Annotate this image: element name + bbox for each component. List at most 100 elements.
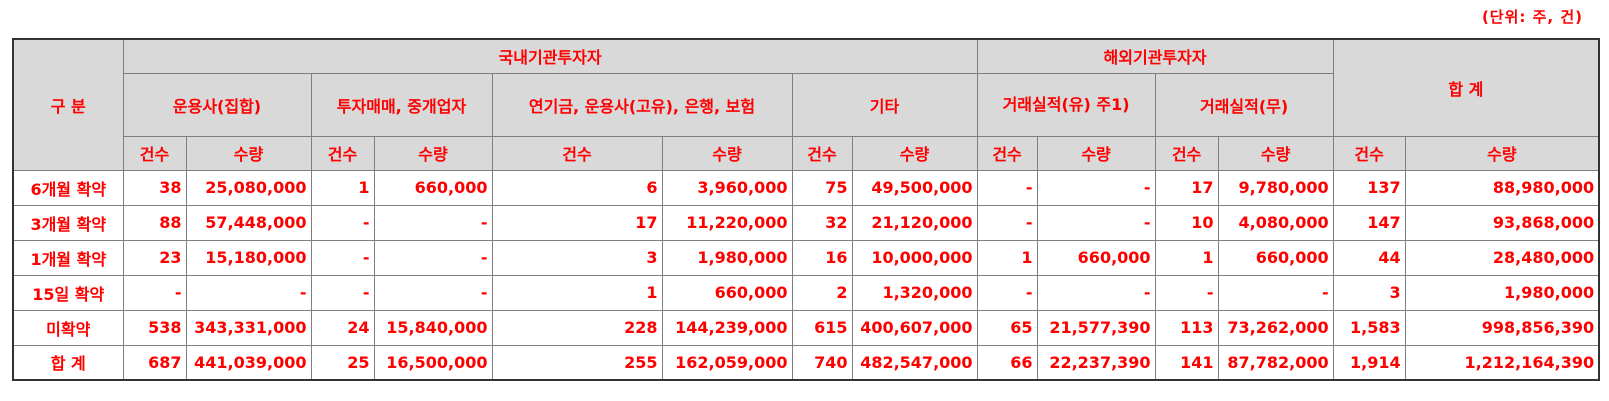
count-cell: - bbox=[976, 274, 1038, 311]
header-quantity: 수량 bbox=[1217, 135, 1334, 171]
table-row: 미확약 538 343,331,000 24 15,840,000 228 144,239,… bbox=[12, 309, 1600, 346]
count-cell: 615 bbox=[791, 309, 853, 346]
header-quantity: 수량 bbox=[1036, 135, 1156, 171]
quantity-cell: - bbox=[1036, 204, 1156, 241]
row-label: 3개월 확약 bbox=[12, 204, 124, 241]
quantity-cell: 93,868,000 bbox=[1404, 204, 1600, 241]
quantity-cell: 1,320,000 bbox=[851, 274, 978, 311]
header-trade-record-yes: 거래실적(유) 주1) bbox=[976, 72, 1156, 137]
quantity-cell: 1,980,000 bbox=[661, 239, 793, 276]
header-count: 건수 bbox=[1154, 135, 1219, 171]
quantity-cell: - bbox=[373, 274, 493, 311]
quantity-cell: 144,239,000 bbox=[661, 309, 793, 346]
header-domestic: 국내기관투자자 bbox=[122, 38, 978, 74]
header-quantity: 수량 bbox=[1404, 135, 1600, 171]
quantity-cell: - bbox=[185, 274, 312, 311]
count-cell: 65 bbox=[976, 309, 1038, 346]
count-cell: 1 bbox=[491, 274, 663, 311]
count-cell: 32 bbox=[791, 204, 853, 241]
count-cell: 3 bbox=[491, 239, 663, 276]
quantity-cell: - bbox=[1217, 274, 1334, 311]
header-row-1: 구 분 국내기관투자자 해외기관투자자 합 계 bbox=[12, 38, 1600, 171]
count-cell: 17 bbox=[491, 204, 663, 241]
header-quantity: 수량 bbox=[661, 135, 793, 171]
count-cell: 25 bbox=[310, 344, 375, 381]
quantity-cell: 73,262,000 bbox=[1217, 309, 1334, 346]
header-trade-record-no: 거래실적(무) bbox=[1154, 72, 1334, 137]
quantity-cell: 11,220,000 bbox=[661, 204, 793, 241]
header-quantity: 수량 bbox=[185, 135, 312, 171]
count-cell: 1,914 bbox=[1332, 344, 1406, 381]
quantity-cell: 660,000 bbox=[1217, 239, 1334, 276]
count-cell: - bbox=[310, 239, 375, 276]
count-cell: 2 bbox=[791, 274, 853, 311]
quantity-cell: 4,080,000 bbox=[1217, 204, 1334, 241]
quantity-cell: 162,059,000 bbox=[661, 344, 793, 381]
header-count: 건수 bbox=[310, 135, 375, 171]
quantity-cell: 49,500,000 bbox=[851, 169, 978, 206]
quantity-cell: 400,607,000 bbox=[851, 309, 978, 346]
lockup-table: 구 분 국내기관투자자 해외기관투자자 합 계 운용사(집합) 투자매매, 중개… bbox=[12, 38, 1601, 381]
count-cell: 137 bbox=[1332, 169, 1406, 206]
header-foreign: 해외기관투자자 bbox=[976, 38, 1334, 74]
quantity-cell: - bbox=[1036, 274, 1156, 311]
quantity-cell: 9,780,000 bbox=[1217, 169, 1334, 206]
header-count: 건수 bbox=[791, 135, 853, 171]
count-cell: 538 bbox=[122, 309, 187, 346]
quantity-cell: 15,180,000 bbox=[185, 239, 312, 276]
row-label: 합 계 bbox=[12, 344, 124, 381]
count-cell: 16 bbox=[791, 239, 853, 276]
count-cell: - bbox=[122, 274, 187, 311]
quantity-cell: 998,856,390 bbox=[1404, 309, 1600, 346]
count-cell: - bbox=[1154, 274, 1219, 311]
table-row: 3개월 확약 88 57,448,000- -17 11,220,000 32 21,120… bbox=[12, 204, 1600, 241]
quantity-cell: - bbox=[1036, 169, 1156, 206]
quantity-cell: 3,960,000 bbox=[661, 169, 793, 206]
count-cell: 113 bbox=[1154, 309, 1219, 346]
table-row: 15일 확약 - - - -1 660,000 2 1,320,000- - - -3 1,980,0… bbox=[12, 274, 1600, 311]
count-cell: 10 bbox=[1154, 204, 1219, 241]
table-row: 합 계 687 441,039,000 25 16,500,000 255 162,059,… bbox=[12, 344, 1600, 381]
header-count: 건수 bbox=[976, 135, 1038, 171]
table-row: 1개월 확약 23 15,180,000- -3 1,980,000 16 10,000,0… bbox=[12, 239, 1600, 276]
count-cell: 38 bbox=[122, 169, 187, 206]
header-quantity: 수량 bbox=[373, 135, 493, 171]
quantity-cell: 25,080,000 bbox=[185, 169, 312, 206]
row-label: 6개월 확약 bbox=[12, 169, 124, 206]
quantity-cell: 87,782,000 bbox=[1217, 344, 1334, 381]
count-cell: 17 bbox=[1154, 169, 1219, 206]
table-row: 6개월 확약 38 25,080,000 1 660,000 6 3,960,000 75 49… bbox=[12, 169, 1600, 206]
quantity-cell: 88,980,000 bbox=[1404, 169, 1600, 206]
quantity-cell: 343,331,000 bbox=[185, 309, 312, 346]
count-cell: 1 bbox=[310, 169, 375, 206]
header-count: 건수 bbox=[1332, 135, 1406, 171]
quantity-cell: - bbox=[373, 239, 493, 276]
quantity-cell: 22,237,390 bbox=[1036, 344, 1156, 381]
table-body: 6개월 확약 38 25,080,000 1 660,000 6 3,960,000 75 49… bbox=[12, 169, 1600, 381]
header-row-2: 운용사(집합) 투자매매, 중개업자 연기금, 운용사(고유), 은행, 보험 … bbox=[13, 72, 1599, 137]
header-count: 건수 bbox=[122, 135, 187, 171]
quantity-cell: 660,000 bbox=[661, 274, 793, 311]
quantity-cell: 21,120,000 bbox=[851, 204, 978, 241]
count-cell: - bbox=[310, 204, 375, 241]
quantity-cell: 10,000,000 bbox=[851, 239, 978, 276]
count-cell: 24 bbox=[310, 309, 375, 346]
quantity-cell: 57,448,000 bbox=[185, 204, 312, 241]
unit-note: (단위: 주, 건) bbox=[1481, 8, 1583, 26]
header-other: 기타 bbox=[791, 72, 978, 137]
count-cell: - bbox=[976, 169, 1038, 206]
quantity-cell: 21,577,390 bbox=[1036, 309, 1156, 346]
quantity-cell: - bbox=[373, 204, 493, 241]
header-total: 합 계 bbox=[1332, 38, 1600, 137]
count-cell: 6 bbox=[491, 169, 663, 206]
count-cell: 88 bbox=[122, 204, 187, 241]
row-label: 미확약 bbox=[12, 309, 124, 346]
header-pension-etc: 연기금, 운용사(고유), 은행, 보험 bbox=[491, 72, 793, 137]
count-cell: 141 bbox=[1154, 344, 1219, 381]
count-cell: 1,583 bbox=[1332, 309, 1406, 346]
count-cell: 23 bbox=[122, 239, 187, 276]
count-cell: 740 bbox=[791, 344, 853, 381]
quantity-cell: 441,039,000 bbox=[185, 344, 312, 381]
row-label: 15일 확약 bbox=[12, 274, 124, 311]
count-cell: 687 bbox=[122, 344, 187, 381]
